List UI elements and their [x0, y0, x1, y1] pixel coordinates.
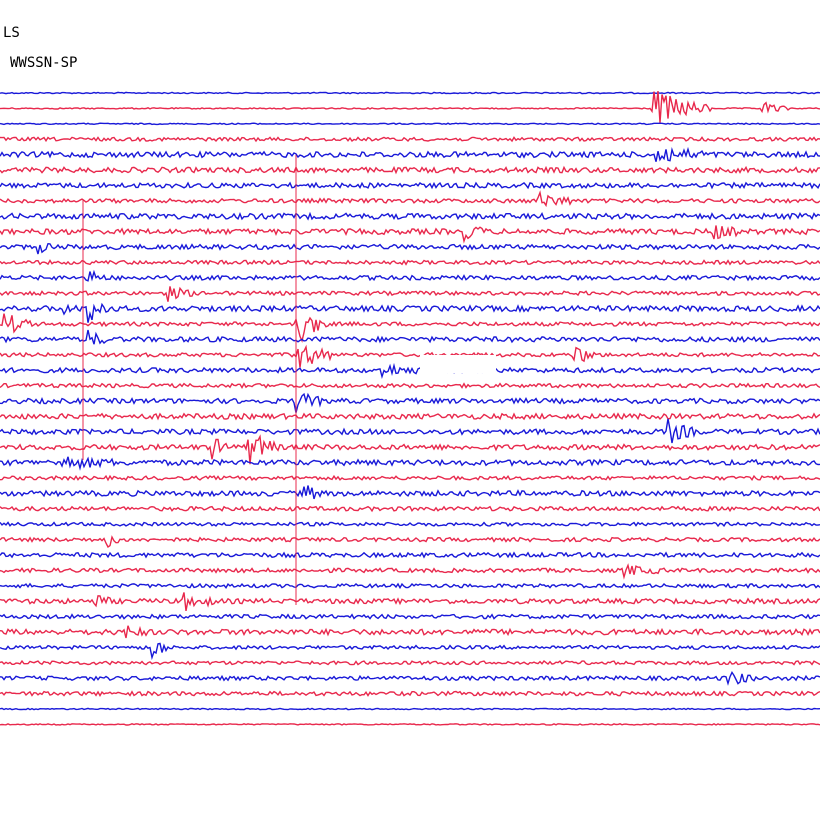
trace — [0, 269, 820, 282]
trace — [0, 344, 820, 368]
data-gap — [420, 355, 496, 373]
trace — [0, 456, 820, 471]
trace — [0, 329, 820, 345]
trace — [0, 505, 820, 513]
trace — [0, 707, 820, 711]
trace — [0, 382, 820, 390]
trace — [0, 613, 820, 620]
trace — [0, 535, 820, 549]
trace — [0, 642, 820, 661]
trace — [0, 722, 820, 726]
trace — [0, 259, 820, 266]
trace — [0, 242, 820, 255]
trace — [0, 313, 820, 343]
trace — [0, 418, 820, 444]
trace — [0, 165, 820, 175]
filter-label: WWSSN-SP — [10, 55, 77, 71]
trace — [0, 670, 820, 686]
trace — [0, 136, 820, 143]
trace — [0, 434, 820, 465]
trace — [0, 563, 820, 580]
trace — [0, 190, 820, 208]
trace — [0, 551, 820, 559]
trace — [0, 521, 820, 528]
station-label: LS — [3, 25, 20, 41]
trace — [0, 362, 820, 379]
trace — [0, 690, 820, 698]
traces — [0, 91, 820, 726]
trace — [0, 146, 820, 162]
trace — [0, 122, 820, 126]
trace — [0, 91, 820, 123]
trace — [0, 91, 820, 95]
trace — [0, 659, 820, 666]
trace — [0, 392, 820, 413]
trace — [0, 181, 820, 190]
trace — [0, 412, 820, 421]
trace — [0, 211, 820, 221]
trace — [0, 625, 820, 639]
trace — [0, 302, 820, 323]
trace — [0, 485, 820, 500]
trace — [0, 225, 820, 244]
trace — [0, 582, 820, 590]
trace — [0, 474, 820, 482]
trace — [0, 286, 820, 302]
trace — [0, 592, 820, 612]
